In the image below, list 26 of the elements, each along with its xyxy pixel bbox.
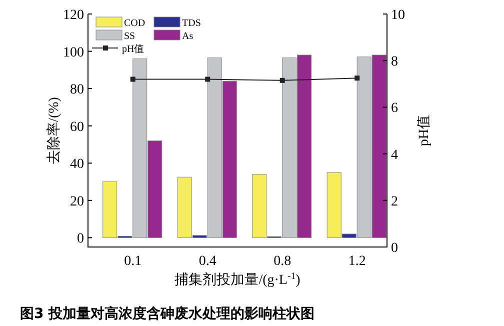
legend-label: As <box>182 31 194 42</box>
legend-label: COD <box>124 18 146 29</box>
y-tick-label: 40 <box>70 157 84 172</box>
text: 图3 投加量对高浓度含砷废水处理的影响柱状图 <box>20 305 315 322</box>
y2-axis-title: pH值 <box>416 114 432 146</box>
legend-label: SS <box>124 31 136 42</box>
x-tick-label: 0.4 <box>198 254 216 269</box>
y-tick-label: 0 <box>77 232 84 247</box>
y2-tick-label: 8 <box>391 54 398 70</box>
y2-tick-label: 0 <box>391 241 398 256</box>
y-axis-title: 去除率/(%) <box>46 96 62 164</box>
x-tick-label: 1.2 <box>348 254 366 269</box>
y-tick-label: 100 <box>63 45 84 60</box>
x-tick-label: 0.8 <box>274 254 292 269</box>
y2-tick-label: 6 <box>391 101 398 116</box>
y2-tick-label: 2 <box>391 194 398 210</box>
legend-label: pH值 <box>122 44 144 55</box>
x-tick-label: 0.1 <box>124 254 142 269</box>
y2-tick-label: 4 <box>391 148 398 163</box>
y-tick-label: 20 <box>70 194 84 210</box>
y-tick-label: 80 <box>70 82 84 98</box>
y2-tick-label: 10 <box>391 8 405 23</box>
y-tick-label: 60 <box>70 120 84 135</box>
y-tick-label: 120 <box>63 8 84 23</box>
legend-label: TDS <box>182 18 201 29</box>
x-axis-title: 捕集剂投加量/(g·L$^{-1}$) <box>174 270 301 288</box>
